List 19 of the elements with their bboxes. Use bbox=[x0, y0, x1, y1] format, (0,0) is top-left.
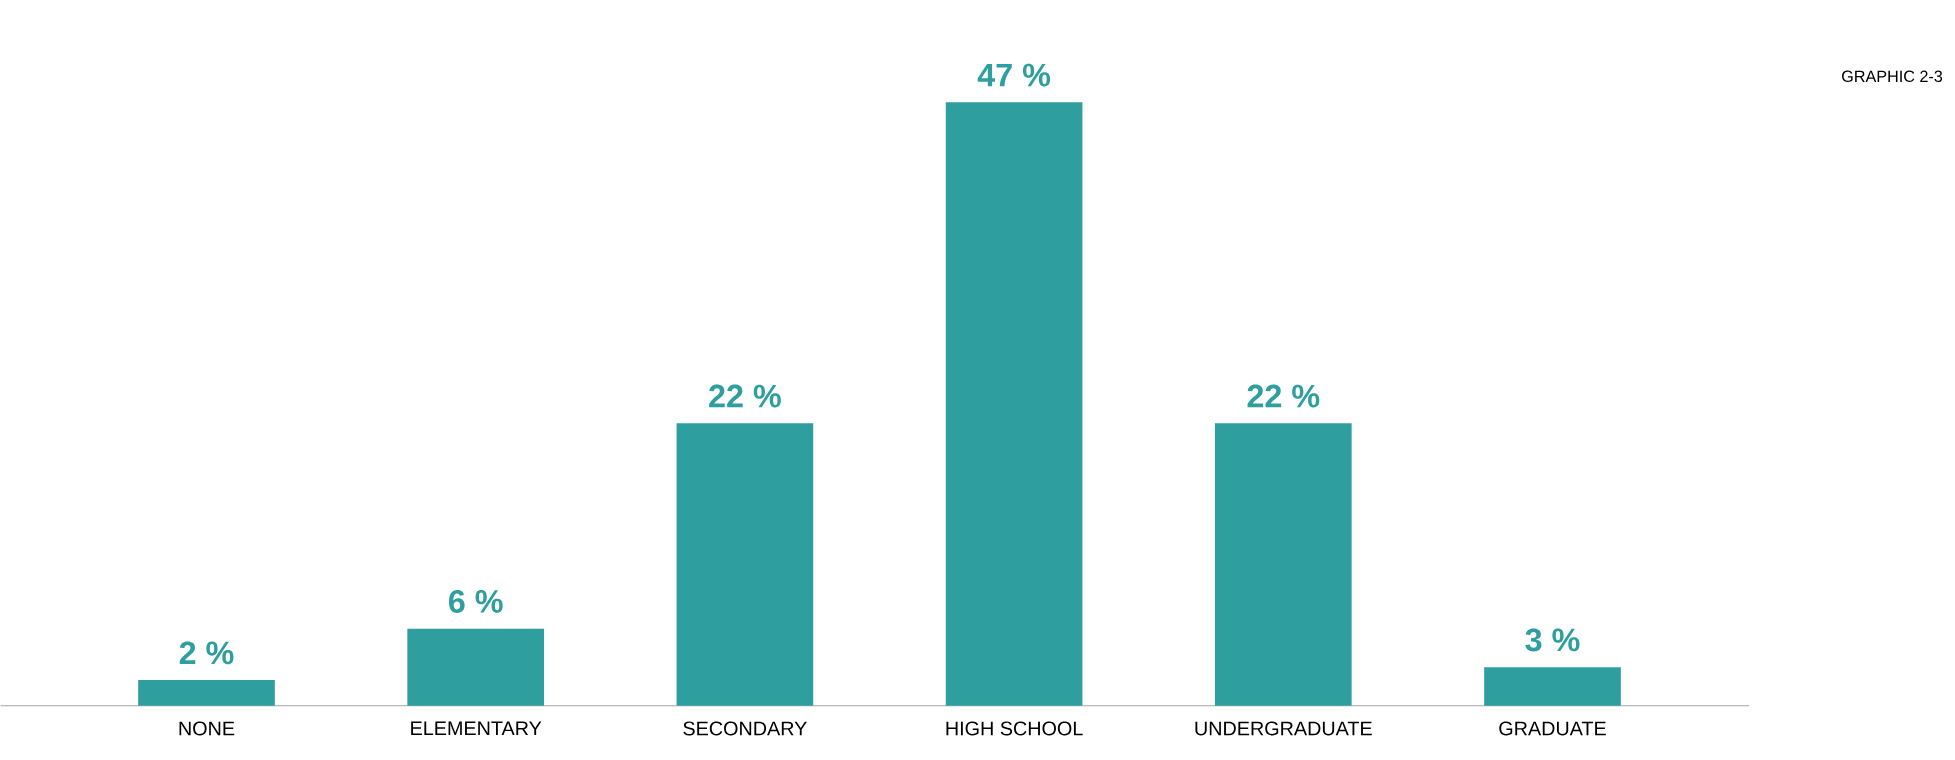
x-tick-label: GRADUATE bbox=[1499, 721, 1606, 736]
x-tick-label: SECONDARY bbox=[683, 721, 807, 736]
x-tick-label: UNDERGRADUATE bbox=[1195, 721, 1372, 736]
text: GRAPHIC 2-3 bbox=[1842, 70, 1943, 83]
bar bbox=[407, 628, 545, 706]
bar bbox=[945, 102, 1083, 706]
bar bbox=[1214, 423, 1352, 706]
bar bbox=[676, 423, 814, 706]
data-label: 22 % bbox=[1247, 384, 1320, 408]
data-label: 47 % bbox=[977, 63, 1051, 87]
data-label: 22 % bbox=[709, 384, 781, 408]
data-label: 6 % bbox=[449, 590, 503, 614]
data-label: 3 % bbox=[1525, 628, 1580, 652]
x-tick-label: HIGH SCHOOL bbox=[946, 721, 1083, 736]
x-tick-label: NONE bbox=[179, 721, 235, 736]
data-label: 2 % bbox=[179, 641, 234, 665]
bar bbox=[1484, 667, 1621, 706]
bar bbox=[138, 680, 275, 706]
x-tick-label: ELEMENTARY bbox=[411, 721, 542, 736]
